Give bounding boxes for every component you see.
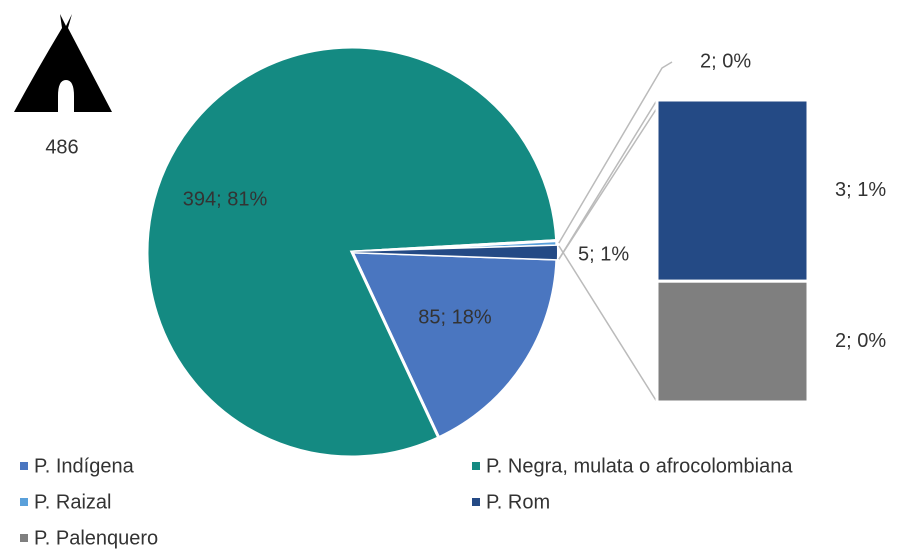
legend-label: P. Rom xyxy=(486,491,550,513)
legend-label: P. Palenquero xyxy=(34,527,158,549)
legend-swatch xyxy=(20,462,28,470)
total-label: 486 xyxy=(45,136,78,158)
data-label: 2; 0% xyxy=(700,50,751,72)
legend-swatch xyxy=(20,498,28,506)
pie-slice xyxy=(349,250,559,440)
data-label: 5; 1% xyxy=(578,243,629,265)
legend-swatch xyxy=(472,498,480,506)
pie-slice-fill xyxy=(352,245,557,260)
teepee-icon xyxy=(14,14,112,112)
data-label: 394; 81% xyxy=(183,188,268,210)
bar-segment xyxy=(655,98,810,283)
legend-swatch xyxy=(20,534,28,542)
legend-label: P. Negra, mulata o afrocolombiana xyxy=(486,455,793,477)
connector-line xyxy=(558,245,658,403)
legend-label: P. Raizal xyxy=(34,491,111,513)
pie-slice xyxy=(145,45,559,459)
bar-segment xyxy=(655,279,810,404)
data-label: 3; 1% xyxy=(835,179,886,201)
connector-line xyxy=(558,107,658,260)
data-label: 2; 0% xyxy=(835,330,886,352)
data-label: 85; 18% xyxy=(418,306,492,328)
legend-label: P. Indígena xyxy=(34,455,135,477)
leader-line xyxy=(558,61,673,244)
legend-swatch xyxy=(472,462,480,470)
